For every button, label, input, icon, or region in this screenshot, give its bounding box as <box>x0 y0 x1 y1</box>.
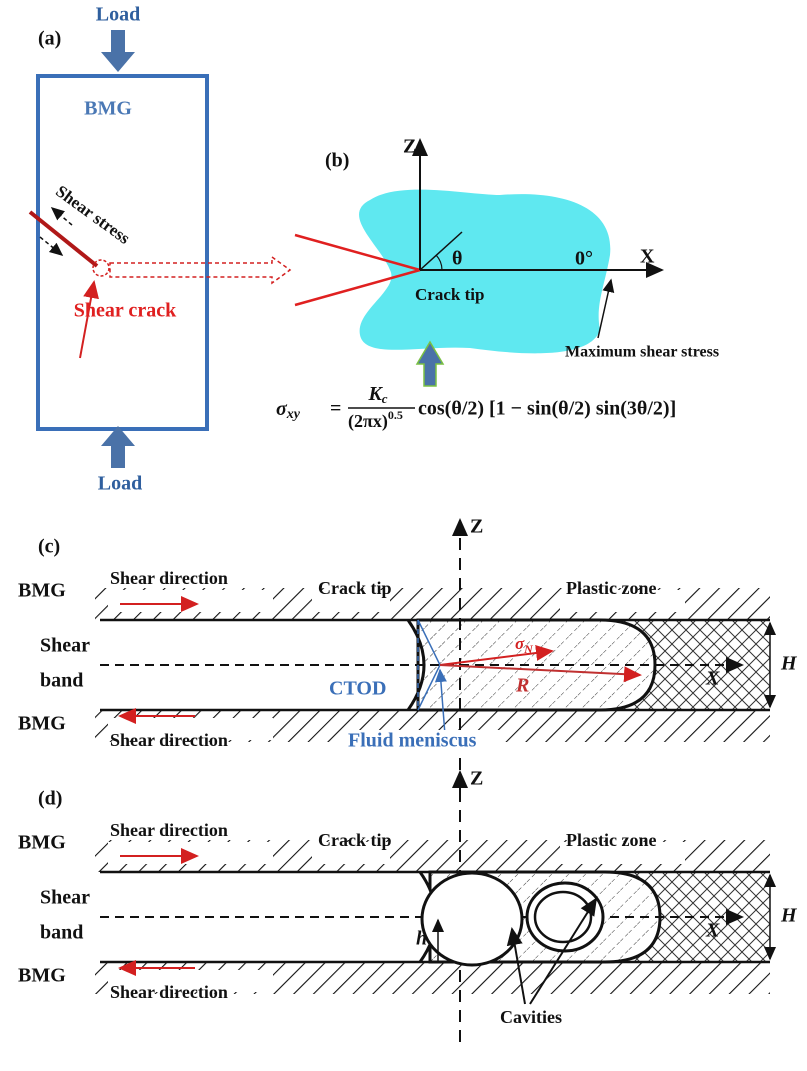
shear-direction-label: Shear direction <box>110 568 228 588</box>
x-label: X <box>705 920 720 942</box>
subscript: xy <box>286 407 301 422</box>
load-label: Load <box>96 4 140 26</box>
panel-d: (d) Z BMG Shear direction Crack tip Plastic z… <box>18 768 798 1042</box>
panel-c: (c) Z BMG Shear direction Crack tip Plastic z… <box>18 516 798 790</box>
label-bg <box>108 842 273 864</box>
material-label: BMG <box>84 98 132 120</box>
stress-arrow <box>52 208 72 225</box>
bmg-label: BMG <box>18 832 66 854</box>
plastic-zone-label: Plastic zone <box>566 578 656 598</box>
x-label: X <box>640 246 655 268</box>
crack-tip-label: Crack tip <box>318 578 392 598</box>
panel-b: (b) Z X θ 0° Crack tip Maximum shear str… <box>276 136 719 433</box>
height-label: H <box>780 905 798 927</box>
cavity <box>535 892 591 942</box>
panel-label: (c) <box>38 536 60 558</box>
crack-tip-label: Crack tip <box>318 830 392 850</box>
zoom-arrow <box>110 257 290 283</box>
panel-label: (b) <box>325 150 349 172</box>
cavities-label: Cavities <box>500 1007 562 1027</box>
stress-arrow <box>40 237 62 255</box>
equation-rhs: cos(θ/2) [1 − sin(θ/2) sin(3θ/2)] <box>418 398 676 420</box>
panels-c-d: (c) Z BMG Shear direction Crack tip Plastic z… <box>18 516 798 1042</box>
meniscus-label: Fluid meniscus <box>348 730 477 752</box>
exponent: 0.5 <box>388 408 403 422</box>
denominator: (2πx)0.5 <box>348 408 403 432</box>
subscript: N <box>523 642 534 656</box>
shear-direction-label: Shear direction <box>110 730 228 750</box>
zero-angle-label: 0° <box>575 248 593 270</box>
specimen <box>38 76 207 429</box>
bmg-label: BMG <box>18 580 66 602</box>
panel-label: (a) <box>38 28 61 50</box>
crack-tip-zone <box>93 260 109 276</box>
figure: (a) Load BMG Shear stress Shear crack Lo… <box>0 0 807 1071</box>
angle-label: θ <box>452 248 462 270</box>
max-stress-label: Maximum shear stress <box>565 344 719 361</box>
bmg-label: BMG <box>18 713 66 735</box>
shear-direction-label: Shear direction <box>110 982 228 1002</box>
bmg-label: BMG <box>18 965 66 987</box>
ctod-label: CTOD <box>329 678 386 700</box>
height-label: H <box>780 653 798 675</box>
z-label: Z <box>403 136 416 158</box>
equation-lhs: σxy <box>276 398 301 423</box>
shear-band-label: Shear <box>40 887 90 909</box>
cavity <box>422 873 522 965</box>
shear-crack-label: Shear crack <box>74 300 177 322</box>
label-bg <box>108 590 273 612</box>
load-arrow <box>101 426 135 468</box>
shear-band-label: band <box>40 922 83 944</box>
crack-tip-label: Crack tip <box>415 285 484 304</box>
panel-a: (a) Load BMG Shear stress Shear crack Lo… <box>30 4 290 495</box>
shear-band-label: band <box>40 670 83 692</box>
z-label: Z <box>470 516 483 538</box>
load-arrow <box>101 30 135 72</box>
symbol: (2πx) <box>348 411 388 432</box>
z-label: Z <box>470 768 483 790</box>
radius-label: R <box>515 675 529 697</box>
shear-band-label: Shear <box>40 635 90 657</box>
plastic-zone-label: Plastic zone <box>566 830 656 850</box>
plastic-zone <box>359 190 610 354</box>
gap-label: h <box>416 928 427 950</box>
load-label: Load <box>98 473 142 495</box>
subscript: c <box>382 391 388 406</box>
shear-direction-label: Shear direction <box>110 820 228 840</box>
panel-label: (d) <box>38 788 62 810</box>
numerator: Kc <box>367 383 387 406</box>
equals: = <box>330 398 341 420</box>
x-label: X <box>705 668 720 690</box>
